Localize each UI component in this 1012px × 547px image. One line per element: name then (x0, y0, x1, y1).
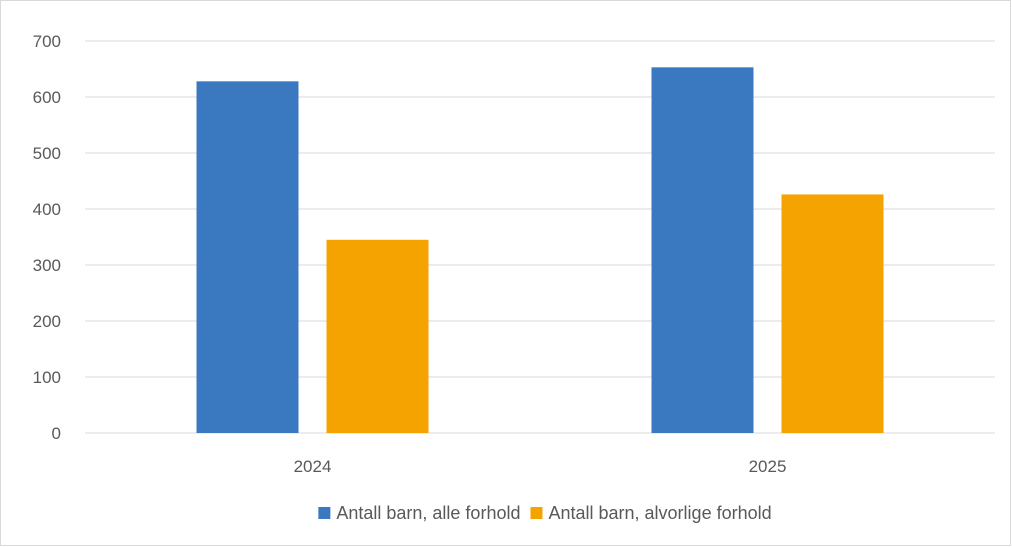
y-tick-label: 700 (33, 32, 61, 51)
y-axis-tick-labels: 0 100 200 300 400 500 600 700 (33, 32, 61, 443)
y-tick-label: 500 (33, 144, 61, 163)
x-tick-label: 2024 (294, 457, 332, 476)
bar-2024-series-2 (326, 239, 429, 433)
x-axis-tick-labels: 2024 2025 (294, 457, 787, 476)
legend: Antall barn, alle forhold Antall barn, al… (318, 503, 772, 523)
legend-swatch-series-2 (530, 507, 543, 519)
legend-swatch-series-1 (318, 507, 331, 519)
legend-label: Antall barn, alvorlige forhold (548, 503, 771, 523)
y-tick-label: 600 (33, 88, 61, 107)
y-tick-label: 200 (33, 312, 61, 331)
bar-2025-series-2 (781, 194, 884, 433)
bars (196, 67, 884, 433)
y-tick-label: 300 (33, 256, 61, 275)
y-tick-label: 0 (52, 424, 61, 443)
bar-2025-series-1 (651, 67, 754, 433)
bar-2024-series-1 (196, 81, 299, 433)
legend-label: Antall barn, alle forhold (336, 503, 520, 523)
y-tick-label: 100 (33, 368, 61, 387)
x-tick-label: 2025 (749, 457, 787, 476)
y-tick-label: 400 (33, 200, 61, 219)
